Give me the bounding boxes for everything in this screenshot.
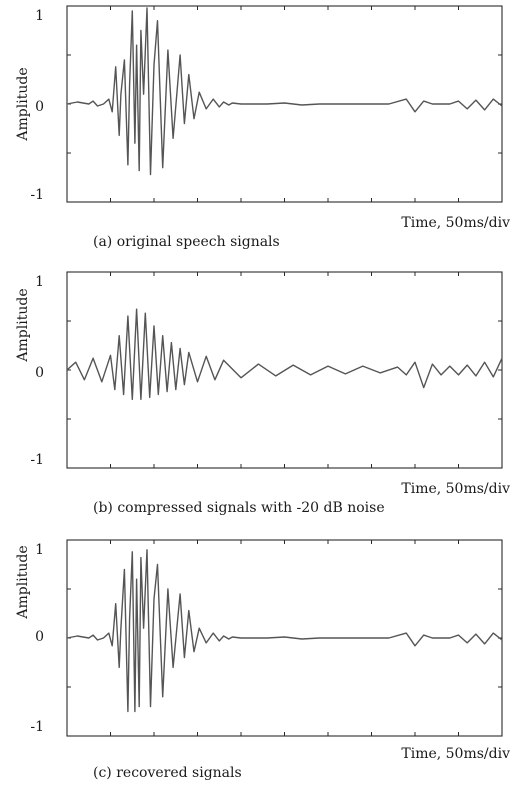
ytick-label-b-0: 0 xyxy=(35,365,44,381)
y-axis-label-a: Amplitude xyxy=(15,67,31,141)
ytick-label-a-0: 0 xyxy=(35,99,44,115)
waveform-c xyxy=(66,549,503,713)
ytick-label-a-1: 1 xyxy=(35,8,44,24)
y-axis-label-c: Amplitude xyxy=(15,545,31,619)
waveform-a xyxy=(66,7,503,176)
ytick-label-c-0: 0 xyxy=(35,629,44,645)
ytick-label-c-neg1: -1 xyxy=(30,719,44,735)
x-ticks-b xyxy=(110,272,459,468)
x-ticks-c xyxy=(110,540,459,736)
waveform-b xyxy=(66,308,503,401)
x-axis-label-a: Time, 50ms/div xyxy=(401,215,510,231)
x-ticks-a xyxy=(110,6,459,202)
ytick-label-b-1: 1 xyxy=(35,274,44,290)
y-ticks-b xyxy=(67,271,502,469)
panel-c: 1 0 -1 Amplitude Time, 50ms/div (c) reco… xyxy=(15,539,510,781)
y-ticks-a xyxy=(67,5,502,203)
ytick-label-a-neg1: -1 xyxy=(30,187,44,203)
caption-c: (c) recovered signals xyxy=(93,765,242,781)
panel-a: 1 0 -1 Amplitude Time, 50ms/div (a) orig… xyxy=(15,5,510,250)
ytick-label-b-neg1: -1 xyxy=(30,452,44,468)
x-axis-label-c: Time, 50ms/div xyxy=(401,746,510,762)
caption-a: (a) original speech signals xyxy=(93,234,280,250)
y-axis-label-b: Amplitude xyxy=(15,288,31,362)
ytick-label-c-1: 1 xyxy=(35,542,44,558)
x-axis-label-b: Time, 50ms/div xyxy=(401,481,510,497)
panel-b: 1 0 -1 Amplitude Time, 50ms/div (b) comp… xyxy=(15,271,510,516)
caption-b: (b) compressed signals with -20 dB noise xyxy=(93,500,385,516)
